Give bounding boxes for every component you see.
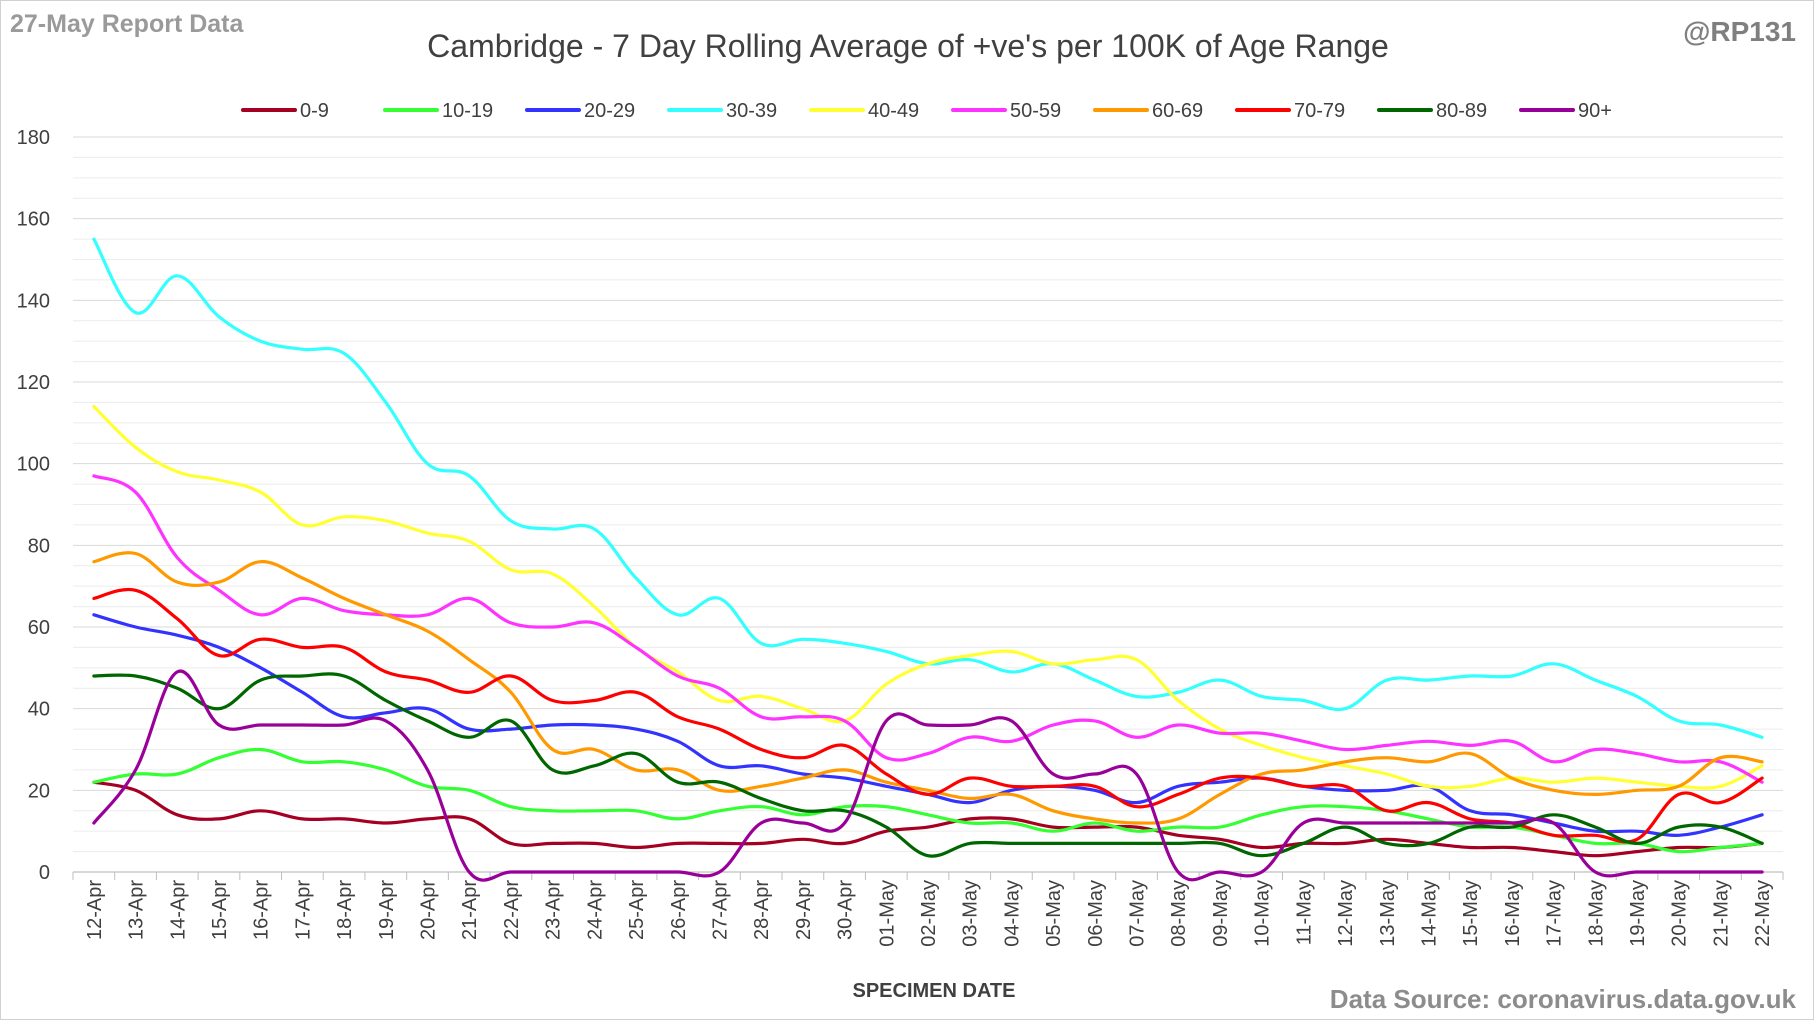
x-tick-label: 24-Apr [584, 880, 606, 940]
x-tick-label: 17-Apr [292, 880, 314, 940]
x-tick-label: 11-May [1293, 880, 1315, 945]
x-tick-label: 23-Apr [543, 880, 565, 940]
legend-label: 60-69 [1152, 100, 1203, 122]
x-tick-label: 07-May [1127, 880, 1149, 947]
y-axis: 0 20 40 60 80 100 120 140 160 180 [17, 127, 50, 884]
x-tick-label: 13-May [1377, 880, 1399, 947]
y-tick-label: 100 [17, 454, 50, 476]
x-tick-label: 26-Apr [668, 880, 690, 940]
x-tick-label: 18-Apr [334, 880, 356, 940]
legend-label: 90+ [1578, 100, 1612, 122]
series-line-0-9 [92, 780, 1764, 858]
series-line-60-69 [92, 551, 1764, 825]
x-axis-title: SPECIMEN DATE [853, 980, 1016, 1002]
series-line-30-39 [92, 237, 1764, 739]
legend-label: 40-49 [868, 100, 919, 122]
x-tick-label: 19-Apr [376, 880, 398, 940]
x-tick-label: 10-May [1252, 880, 1274, 947]
x-tick-label: 22-Apr [501, 880, 523, 940]
x-tick-label: 14-May [1418, 880, 1440, 947]
x-tick-label: 16-Apr [251, 880, 273, 940]
series-lines [92, 237, 1764, 882]
gridlines [73, 136, 1783, 853]
x-tick-label: 15-Apr [209, 880, 231, 940]
y-tick-label: 120 [17, 372, 50, 394]
legend-label: 50-59 [1010, 100, 1061, 122]
series-line-90+ [92, 669, 1764, 882]
legend-label: 80-89 [1436, 100, 1487, 122]
data-source-label: Data Source: coronavirus.data.gov.uk [1329, 984, 1796, 1014]
legend: 0-9 10-19 20-29 30-39 40-49 50-59 60-69 70-79 80… [241, 100, 1612, 122]
x-tick-label: 29-Apr [793, 880, 815, 940]
x-tick-label: 17-May [1544, 880, 1566, 947]
report-date-label: 27-May Report Data [10, 10, 244, 38]
series-line-50-59 [92, 474, 1764, 784]
x-tick-label: 21-May [1710, 880, 1732, 947]
legend-label: 20-29 [584, 100, 635, 122]
x-tick-label: 20-Apr [418, 880, 440, 940]
x-tick-label: 14-Apr [167, 880, 189, 940]
series-line-40-49 [92, 404, 1764, 790]
x-tick-label: 13-Apr [126, 880, 148, 940]
chart-title: Cambridge - 7 Day Rolling Average of +ve… [427, 28, 1389, 64]
y-tick-label: 0 [39, 862, 50, 884]
author-handle: @RP131 [1683, 16, 1796, 47]
x-tick-label: 18-May [1585, 880, 1607, 947]
y-tick-label: 80 [28, 535, 50, 557]
x-tick-label: 04-May [1001, 880, 1023, 947]
x-tick-label: 08-May [1168, 880, 1190, 947]
series-line-80-89 [92, 672, 1764, 858]
y-tick-label: 40 [28, 699, 50, 721]
y-tick-label: 60 [28, 617, 50, 639]
x-tick-label: 06-May [1085, 880, 1107, 947]
x-tick-label: 01-May [876, 880, 898, 947]
x-tick-label: 09-May [1210, 880, 1232, 947]
series-line-70-79 [92, 587, 1764, 844]
y-tick-label: 180 [17, 127, 50, 149]
x-tick-label: 19-May [1627, 880, 1649, 947]
x-tick-label: 05-May [1043, 880, 1065, 947]
x-tick-label: 22-May [1752, 880, 1774, 947]
series-line-10-19 [92, 747, 1764, 854]
legend-label: 70-79 [1294, 100, 1345, 122]
x-tick-label: 12-May [1335, 880, 1357, 947]
y-tick-label: 140 [17, 290, 50, 312]
x-tick-label: 27-Apr [709, 880, 731, 940]
y-tick-label: 20 [28, 780, 50, 802]
x-tick-label: 02-May [918, 880, 940, 947]
x-tick-label: 28-Apr [751, 880, 773, 940]
y-tick-label: 160 [17, 209, 50, 231]
legend-label: 0-9 [300, 100, 329, 122]
x-tick-label: 12-Apr [84, 880, 106, 940]
legend-label: 10-19 [442, 100, 493, 122]
legend-label: 30-39 [726, 100, 777, 122]
x-tick-label: 16-May [1502, 880, 1524, 947]
x-tick-label: 15-May [1460, 880, 1482, 947]
x-tick-label: 25-Apr [626, 880, 648, 940]
x-tick-label: 20-May [1669, 880, 1691, 947]
x-tick-label: 03-May [960, 880, 982, 947]
x-tick-label: 21-Apr [459, 880, 481, 940]
x-tick-label: 30-Apr [835, 880, 857, 940]
x-axis: 12-Apr 13-Apr 14-Apr 15-Apr 16-Apr 17-Apr 18-A… [72, 871, 1784, 947]
